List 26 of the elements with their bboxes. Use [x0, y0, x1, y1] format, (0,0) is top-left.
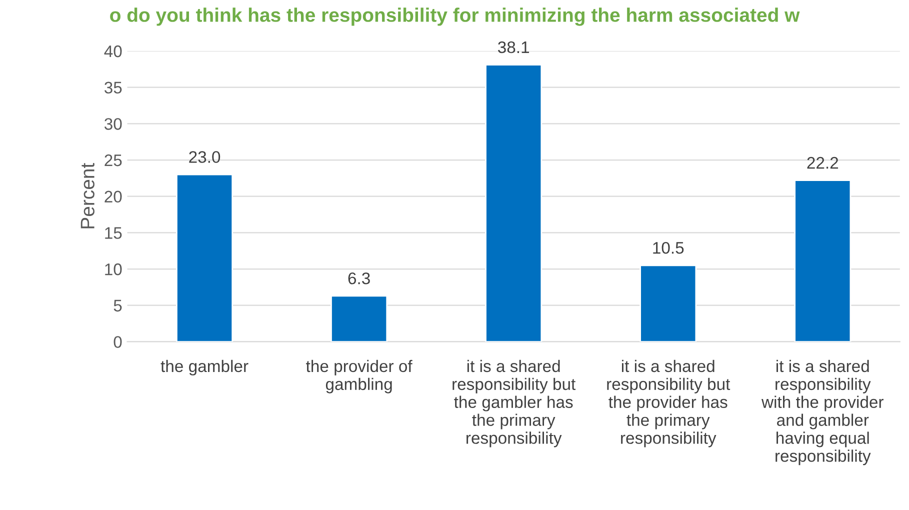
bar [640, 264, 697, 342]
text: 22.2 [807, 156, 838, 169]
text: 23.0 [189, 151, 220, 163]
bar [794, 180, 852, 342]
y-tick-label: 40 [104, 45, 122, 58]
y-tick-label: 10 [105, 263, 122, 276]
x-tick-label: it is a shared responsibility but the provider has the primary responsibility [607, 360, 730, 448]
x-tick-label: it is a shared responsibility but the gambler has the primary responsibility [452, 360, 576, 448]
x-tick-label: it is a shared responsibility with the provider and gambler having equal responsibility [761, 360, 884, 466]
x-tick-label: the gambler [160, 360, 248, 376]
bar [330, 295, 388, 342]
y-tick-label: 20 [104, 190, 122, 203]
y-tick-label: 0 [114, 336, 122, 348]
y-tick-label: 5 [114, 300, 122, 312]
bar [176, 174, 234, 342]
bar [485, 64, 542, 342]
y-tick-label: 25 [104, 154, 122, 166]
chart-title: o do you think has the responsibility for minimizing the harm associated w [110, 8, 800, 26]
y-tick-label: 15 [105, 227, 122, 239]
y-tick-label: 30 [104, 118, 122, 130]
text: 10.5 [653, 242, 684, 254]
y-tick-label: 35 [104, 82, 122, 94]
x-tick-label: the provider of gambling [306, 360, 412, 394]
text: 6.3 [348, 272, 370, 284]
text: 38.1 [498, 41, 529, 54]
y-axis-title: Percent [80, 162, 94, 228]
